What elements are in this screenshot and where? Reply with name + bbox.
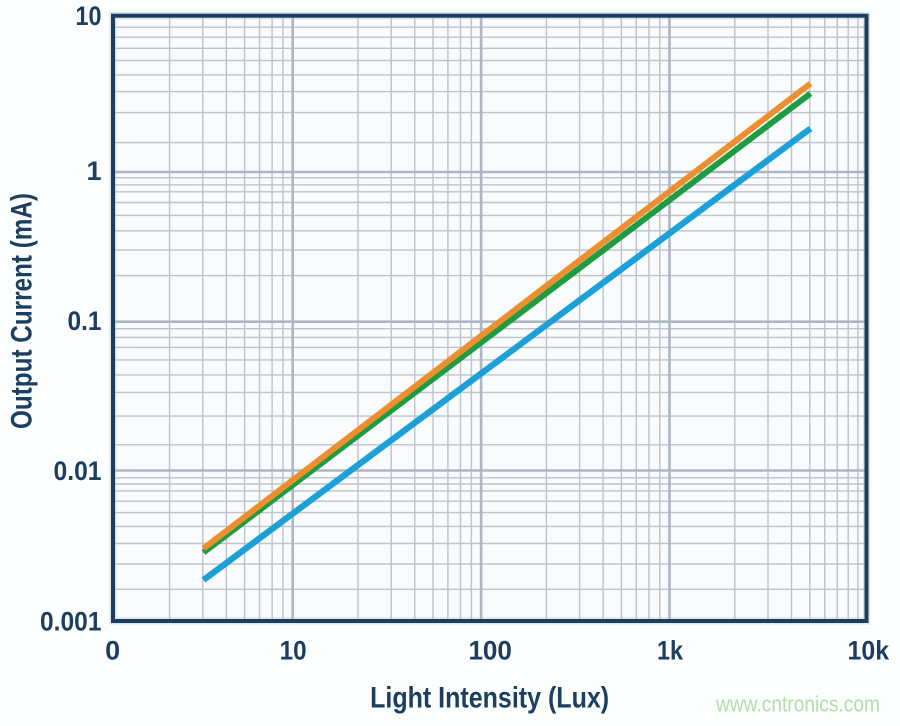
svg-text:10k: 10k [848, 635, 890, 665]
svg-text:10: 10 [76, 1, 102, 31]
svg-text:www.cntronics.com: www.cntronics.com [715, 692, 880, 717]
svg-text:0.1: 0.1 [68, 306, 102, 336]
svg-text:Output Current (mA): Output Current (mA) [6, 193, 39, 429]
svg-text:100: 100 [468, 635, 512, 665]
svg-text:1: 1 [86, 156, 101, 186]
svg-text:0.001: 0.001 [40, 607, 102, 637]
svg-text:1k: 1k [657, 635, 684, 665]
svg-text:0: 0 [105, 635, 120, 665]
svg-text:10: 10 [280, 635, 307, 665]
svg-text:0.01: 0.01 [54, 456, 102, 486]
svg-text:Light Intensity (Lux): Light Intensity (Lux) [370, 682, 609, 715]
